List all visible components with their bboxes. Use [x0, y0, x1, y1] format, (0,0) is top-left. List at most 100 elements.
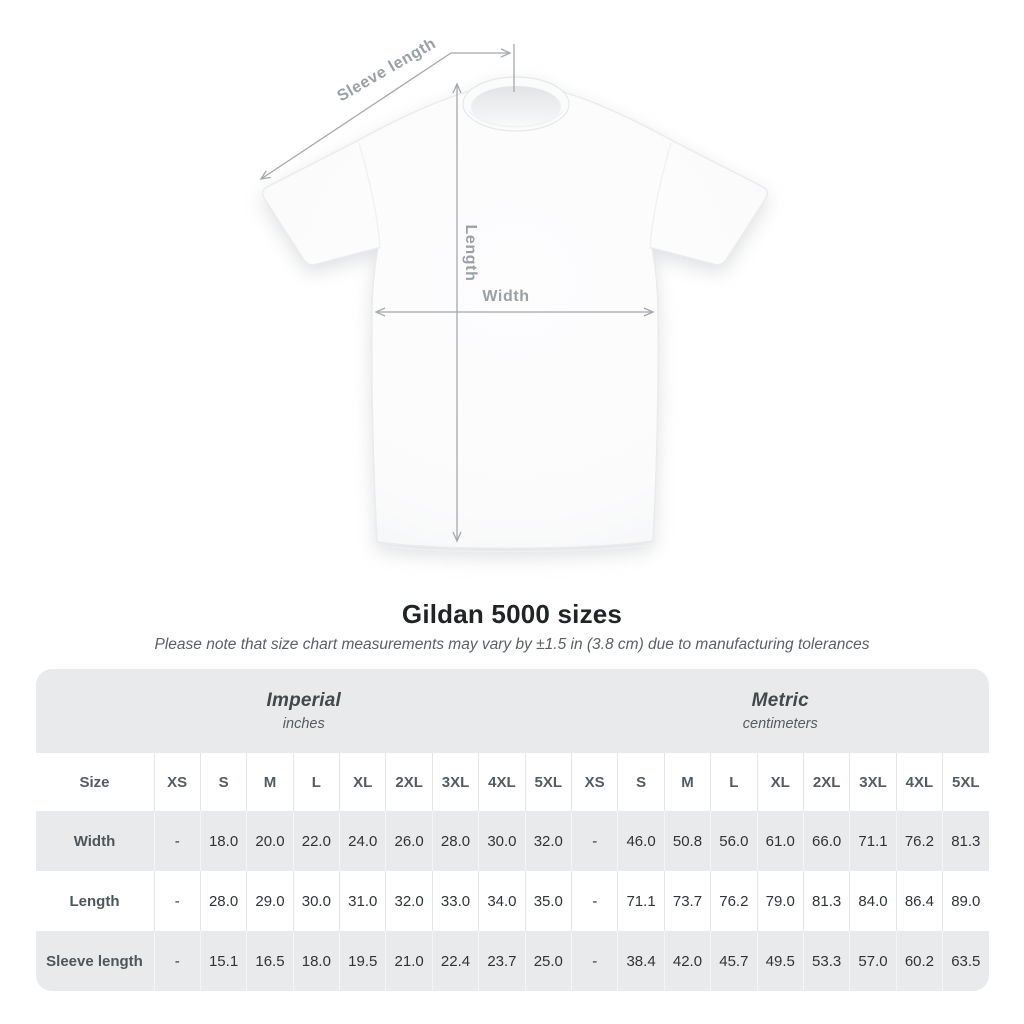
measurement-cell-imperial: 26.0: [385, 811, 432, 871]
measurement-cell-metric: -: [571, 811, 618, 871]
size-header-imperial-s: S: [199, 753, 247, 811]
measurement-cell-imperial: 24.0: [339, 811, 386, 871]
measurement-cell-imperial: 35.0: [524, 871, 571, 931]
measurement-cell-metric: 63.5: [942, 931, 989, 991]
measurement-cell-imperial: 32.0: [524, 811, 571, 871]
measurement-cell-metric: 49.5: [756, 931, 803, 991]
measurement-cell-imperial: 19.5: [339, 931, 386, 991]
measurement-cell-metric: 81.3: [802, 871, 850, 931]
size-column-header: Size: [35, 753, 154, 811]
length-label: Length: [462, 225, 479, 282]
page-title: Gildan 5000 sizes: [401, 599, 623, 629]
measurement-cell-imperial: 29.0: [246, 871, 293, 931]
measurement-cell-metric: 79.0: [756, 871, 803, 931]
size-header-metric-4xl: 4XL: [895, 753, 943, 811]
row-label-sleeve-length: Sleeve length: [35, 931, 154, 991]
measurement-cell-imperial: 30.0: [292, 871, 340, 931]
metric-group-unit: centimeters: [742, 716, 818, 732]
size-header-imperial-xl: XL: [339, 753, 386, 811]
collar-stitch: [468, 110, 564, 128]
measurement-cell-metric: 81.3: [942, 811, 989, 871]
size-header-imperial-4xl: 4XL: [478, 753, 525, 811]
measurement-cell-imperial: -: [153, 811, 200, 871]
measurement-cell-imperial: 22.0: [292, 811, 340, 871]
measurement-cell-metric: 86.4: [895, 871, 943, 931]
measurement-cell-metric: 42.0: [663, 931, 711, 991]
tshirt-measurement-diagram: Length Width Sleeve length: [259, 35, 769, 553]
measurement-cell-imperial: 28.0: [431, 811, 479, 871]
size-header-metric-5xl: 5XL: [942, 753, 989, 811]
collar-opening: [471, 86, 561, 128]
measurement-cell-metric: 76.2: [710, 871, 757, 931]
size-header-imperial-5xl: 5XL: [524, 753, 571, 811]
measurement-cell-imperial: 28.0: [199, 871, 247, 931]
size-header-imperial-3xl: 3XL: [431, 753, 479, 811]
measurement-cell-imperial: 32.0: [385, 871, 432, 931]
size-header-imperial-m: M: [246, 753, 293, 811]
caption: Gildan 5000 sizes Please note that size …: [0, 599, 1024, 654]
measurement-cell-imperial: -: [153, 931, 200, 991]
size-header-metric-s: S: [617, 753, 664, 811]
measurement-cell-metric: 60.2: [895, 931, 943, 991]
tshirt-graphic: [261, 76, 769, 553]
measurement-cell-metric: 73.7: [663, 871, 711, 931]
imperial-group-header: Imperial inches: [36, 690, 573, 732]
imperial-group-unit: inches: [282, 716, 325, 732]
row-label-width: Width: [35, 811, 154, 871]
imperial-group-name: Imperial: [266, 690, 341, 711]
measurement-cell-metric: -: [571, 871, 618, 931]
measurement-cell-metric: 71.1: [617, 871, 664, 931]
measurement-cell-metric: 38.4: [617, 931, 664, 991]
sleeve-length-label: Sleeve length: [334, 35, 439, 105]
measurement-cell-metric: 57.0: [849, 931, 896, 991]
size-header-imperial-2xl: 2XL: [385, 753, 432, 811]
metric-group-header: Metric centimeters: [572, 690, 988, 732]
width-label: Width: [482, 288, 529, 305]
size-header-metric-3xl: 3XL: [849, 753, 896, 811]
measurement-cell-imperial: 22.4: [431, 931, 479, 991]
measurement-cell-imperial: 33.0: [431, 871, 479, 931]
measurement-cell-metric: 46.0: [617, 811, 664, 871]
metric-group-name: Metric: [751, 690, 809, 711]
size-header-metric-2xl: 2XL: [802, 753, 850, 811]
measurement-cell-imperial: 30.0: [478, 811, 525, 871]
measurement-cell-metric: -: [571, 931, 618, 991]
unit-group-band: Imperial inches Metric centimeters: [36, 669, 989, 753]
measurement-cell-metric: 66.0: [802, 811, 850, 871]
measurement-cell-metric: 76.2: [895, 811, 943, 871]
measurement-cell-imperial: 16.5: [246, 931, 293, 991]
tshirt-body: [261, 87, 769, 549]
measurement-cell-metric: 89.0: [942, 871, 989, 931]
measurement-cell-imperial: 15.1: [199, 931, 247, 991]
measurement-cell-imperial: 18.0: [199, 811, 247, 871]
size-header-metric-xl: XL: [756, 753, 803, 811]
measurement-cell-metric: 61.0: [756, 811, 803, 871]
measurement-cell-imperial: 34.0: [478, 871, 525, 931]
size-header-imperial-xs: XS: [153, 753, 200, 811]
measurement-cell-metric: 84.0: [849, 871, 896, 931]
measurement-cell-metric: 56.0: [710, 811, 757, 871]
right-sleeve-seam: [649, 142, 672, 250]
size-header-metric-m: M: [663, 753, 711, 811]
measurement-cell-imperial: 31.0: [339, 871, 386, 931]
measurement-cell-metric: 45.7: [710, 931, 757, 991]
size-header-metric-l: L: [710, 753, 757, 811]
measurement-cell-imperial: 25.0: [524, 931, 571, 991]
size-header-imperial-l: L: [292, 753, 340, 811]
left-sleeve-seam: [358, 142, 381, 250]
width-measure: Width: [374, 288, 655, 317]
measurement-cell-imperial: -: [153, 871, 200, 931]
tolerance-note: Please note that size chart measurements…: [154, 636, 870, 653]
tshirt-svg: Length Width Sleeve length: [259, 35, 769, 553]
measurement-cell-metric: 71.1: [849, 811, 896, 871]
measurement-cell-imperial: 21.0: [385, 931, 432, 991]
measurement-cell-imperial: 18.0: [292, 931, 340, 991]
measurement-cell-imperial: 23.7: [478, 931, 525, 991]
size-header-metric-xs: XS: [571, 753, 618, 811]
hem-stitch: [381, 544, 649, 553]
row-label-length: Length: [35, 871, 154, 931]
size-chart-card: Imperial inches Metric centimeters Size X…: [35, 669, 989, 991]
measurement-cell-metric: 50.8: [663, 811, 711, 871]
size-grid: Size XS S M L XL 2XL 3XL 4XL 5XL XS S M L XL 2XL 3XL 4XL 5…: [35, 753, 989, 991]
measurement-cell-imperial: 20.0: [246, 811, 293, 871]
